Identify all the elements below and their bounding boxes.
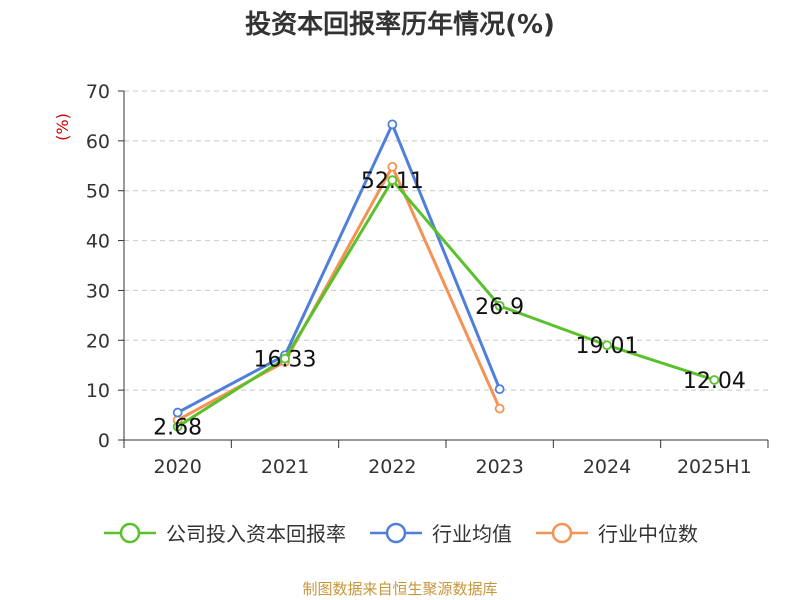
legend-item-industry-median[interactable]: 行业中位数 <box>534 518 698 547</box>
y-tick-label-10: 10 <box>86 380 110 402</box>
point-0-2024 <box>602 340 612 351</box>
y-tick-label-40: 40 <box>86 231 110 253</box>
legend-label-company: 公司投入资本回报率 <box>166 522 346 546</box>
point-0-2021 <box>280 353 290 364</box>
x-tick-label-2023: 2023 <box>475 456 523 478</box>
y-tick-label-20: 20 <box>86 330 110 352</box>
x-tick-label-2020: 2020 <box>153 456 201 478</box>
data-label-2024: 19.01 <box>576 334 639 359</box>
y-tick-label-0: 0 <box>98 430 110 452</box>
series-line-0 <box>176 178 715 428</box>
point-1-2023 <box>494 384 505 395</box>
point-0-2025H1 <box>709 375 720 385</box>
legend-item-company[interactable]: 公司投入资本回报率 <box>102 518 346 547</box>
legend-label-industry-average: 行业均值 <box>432 522 512 546</box>
series-line-1 <box>176 122 502 414</box>
x-tick-label-2021: 2021 <box>261 456 309 478</box>
point-2-2022 <box>387 161 398 172</box>
legend-swatch-industry-median <box>536 522 588 543</box>
point-0-2023 <box>494 300 505 311</box>
legend-label-industry-median: 行业中位数 <box>598 522 698 546</box>
data-label-2025H1: 12.04 <box>683 369 746 394</box>
y-tick-label-70: 70 <box>86 81 110 103</box>
source-note: 制图数据来自恒生聚源数据库 <box>302 580 498 598</box>
data-label-2020: 2.68 <box>153 416 202 441</box>
point-0-2022 <box>387 175 398 186</box>
data-label-2021: 16.33 <box>254 348 317 373</box>
legend-swatch-company <box>104 522 156 543</box>
legend-item-industry-average[interactable]: 行业均值 <box>368 518 512 547</box>
x-tick-label-2025H1: 2025H1 <box>677 456 752 478</box>
y-axis-label: (%) <box>53 113 72 141</box>
legend-swatch-industry-average <box>370 522 422 543</box>
point-0-2020 <box>172 421 183 432</box>
point-1-2020 <box>172 407 183 418</box>
x-tick-label-2022: 2022 <box>368 456 416 478</box>
y-tick-label-60: 60 <box>86 131 110 153</box>
point-1-2022 <box>387 119 398 130</box>
x-tick-label-2024: 2024 <box>583 456 631 478</box>
y-tick-label-30: 30 <box>86 280 110 302</box>
data-label-layer: 2.68 16.33 52.11 26.9 19.01 12.04 <box>153 169 746 440</box>
series-line-2 <box>176 165 502 422</box>
data-label-2023: 26.9 <box>475 295 524 320</box>
data-label-2022: 52.11 <box>361 169 424 194</box>
series-layer <box>172 119 720 432</box>
legend: 公司投入资本回报率 行业均值 行业中位数 <box>0 518 800 547</box>
point-2-2023 <box>494 403 505 414</box>
grid-layer <box>124 90 768 391</box>
chart-title: 投资本回报率历年情况(%) <box>245 10 555 40</box>
y-tick-label-50: 50 <box>86 181 110 203</box>
axis-layer: 0 10 20 30 40 50 60 70 2020 2021 2022 2023 2024 2025H… <box>86 81 769 478</box>
